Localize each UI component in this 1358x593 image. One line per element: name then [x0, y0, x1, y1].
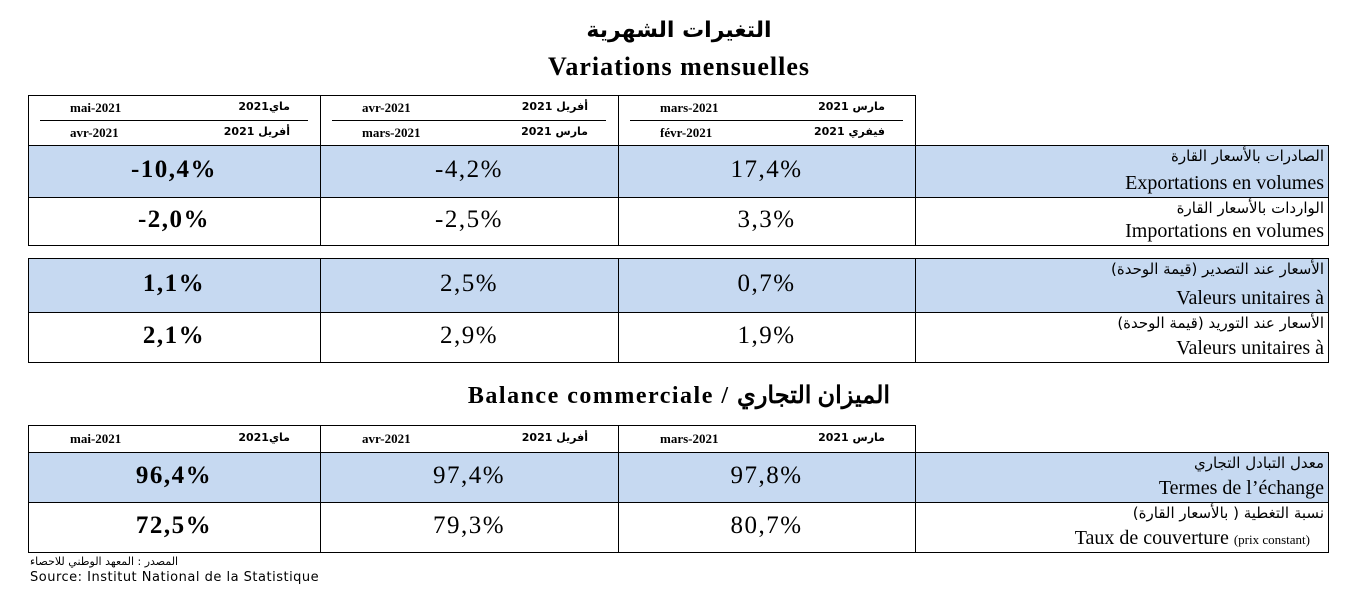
label-ar: نسبة التغطية ( بالأسعار القارة): [1132, 504, 1324, 522]
col-border: [618, 258, 619, 312]
label-ar: الواردات بالأسعار القارة: [1176, 199, 1324, 217]
row: [28, 145, 1329, 198]
col-border: [618, 197, 619, 245]
col-border: [320, 502, 321, 552]
cell-value: -2,0%: [137, 206, 211, 233]
header-fr: avr-2021: [362, 431, 411, 446]
col-border: [320, 258, 321, 312]
header-divider: [332, 120, 606, 121]
label-fr: Valeurs unitaires à: [1176, 287, 1324, 309]
col-border: [320, 312, 321, 362]
section-title: Balance commerciale / الميزان التجاري: [467, 383, 891, 409]
col-border: [915, 145, 916, 197]
cell-value: -2,5%: [435, 206, 503, 233]
header-fr: mai-2021: [70, 431, 122, 446]
header-ar: مارس 2021: [818, 431, 885, 444]
label-fr: Importations en volumes: [1125, 220, 1324, 242]
cell-value: 0,7%: [737, 270, 796, 297]
header-fr: févr-2021: [660, 125, 713, 140]
header-ar: مارس 2021: [818, 100, 885, 113]
cell-value: 2,9%: [439, 322, 499, 349]
cell-value: 96,4%: [135, 462, 213, 489]
cell-value: -10,4%: [130, 156, 218, 183]
col-border: [915, 502, 916, 552]
col-border: [618, 452, 619, 502]
header-ar: ماي2021: [238, 100, 290, 113]
header-ar: مارس 2021: [521, 125, 588, 138]
col-border: [320, 197, 321, 245]
col-border: [618, 502, 619, 552]
source-fr: Source: Institut National de la Statisti…: [30, 570, 320, 585]
header-ar: أفريل 2021: [521, 431, 588, 444]
cell-value: 17,4%: [730, 156, 803, 183]
label-ar: الأسعار عند التوريد (قيمة الوحدة): [1117, 314, 1324, 332]
header-divider: [40, 120, 308, 121]
header-fr: avr-2021: [362, 100, 411, 115]
label-ar: الصادرات بالأسعار القارة: [1171, 147, 1324, 165]
label-fr: Exportations en volumes: [1125, 172, 1324, 194]
row: [28, 258, 1329, 313]
col-border: [320, 452, 321, 502]
cell-value: 2,1%: [142, 322, 206, 349]
header-fr: mars-2021: [660, 431, 719, 446]
col-border: [915, 197, 916, 245]
header-fr: avr-2021: [70, 125, 119, 140]
cell-value: 1,1%: [142, 270, 206, 297]
header-fr: mars-2021: [362, 125, 421, 140]
header-ar: ماي2021: [238, 431, 290, 444]
label-fr: Taux de couverture: [1074, 527, 1229, 549]
row: [28, 197, 1329, 246]
header-ar: فيفري 2021: [814, 125, 885, 138]
col-border: [915, 452, 916, 502]
label-note: (prix constant): [1233, 532, 1310, 547]
cell-value: 2,5%: [439, 270, 499, 297]
cell-value: 3,3%: [737, 206, 796, 233]
title-ar: التغيرات الشهرية: [586, 18, 772, 43]
col-border: [320, 145, 321, 197]
cell-value: 80,7%: [730, 512, 803, 539]
label-ar: الأسعار عند التصدير (قيمة الوحدة): [1111, 260, 1324, 278]
col-border: [618, 312, 619, 362]
header-fr: mars-2021: [660, 100, 719, 115]
col-border: [915, 312, 916, 362]
cell-value: -4,2%: [435, 156, 503, 183]
header-ar: أفريل 2021: [521, 100, 588, 113]
row: [28, 502, 1329, 553]
row: [28, 312, 1329, 363]
label-fr: Valeurs unitaires à: [1176, 337, 1324, 359]
cell-value: 1,9%: [737, 322, 796, 349]
cell-value: 79,3%: [432, 512, 506, 539]
cell-value: 97,8%: [730, 462, 803, 489]
title-fr: Variations mensuelles: [548, 52, 810, 81]
label-fr: Taux de couverture (prix constant): [1075, 527, 1310, 550]
col-border: [915, 258, 916, 312]
source-ar: المصدر : المعهد الوطني للاحصاء: [30, 555, 179, 568]
header-divider: [630, 120, 903, 121]
row: [28, 452, 1329, 503]
cell-value: 97,4%: [432, 462, 506, 489]
cell-value: 72,5%: [135, 512, 213, 539]
label-fr: Termes de l’échange: [1158, 477, 1324, 499]
header-fr: mai-2021: [70, 100, 122, 115]
label-ar: معدل التبادل التجاري: [1193, 454, 1324, 472]
header-ar: أفريل 2021: [223, 125, 290, 138]
col-border: [618, 145, 619, 197]
